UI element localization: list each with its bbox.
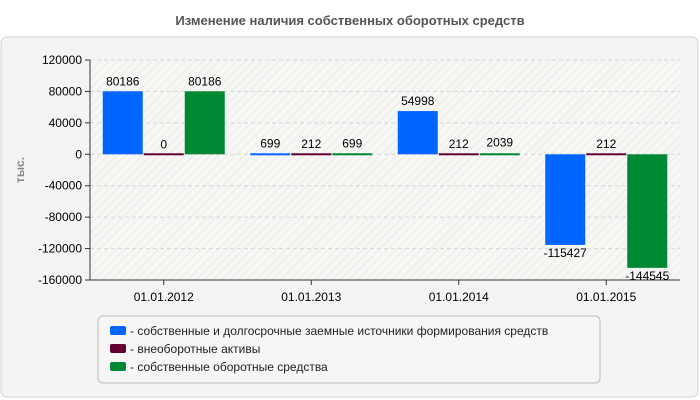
y-tick-label: -160000: [38, 273, 82, 287]
bar: [332, 153, 373, 156]
y-tick-label: -120000: [38, 242, 82, 256]
data-label: -144545: [625, 269, 669, 283]
plot-area: [90, 60, 680, 280]
x-tick-label: 01.01.2015: [576, 290, 636, 304]
data-label: 699: [260, 137, 280, 151]
legend: - собственные и долгосрочные заемные ист…: [97, 315, 601, 384]
y-tick-label: -40000: [45, 179, 83, 193]
x-tick-label: 01.01.2013: [281, 290, 341, 304]
y-tick-label: 40000: [49, 116, 83, 130]
data-label: 80186: [188, 74, 222, 88]
x-tick-label: 01.01.2014: [429, 290, 489, 304]
x-axis-ticks: 01.01.2012 01.01.2013 01.01.2014 01.01.2015: [134, 280, 637, 304]
y-tick-label: 80000: [49, 84, 83, 98]
x-tick-label: 01.01.2012: [134, 290, 194, 304]
bar: [545, 154, 586, 245]
bar: [438, 153, 479, 156]
data-label: 212: [301, 137, 321, 151]
bar: [184, 91, 225, 155]
legend-label: - собственные оборотные средства: [130, 360, 328, 374]
data-label: 0: [160, 137, 167, 151]
legend-label: - собственные и долгосрочные заемные ист…: [130, 324, 548, 338]
bar: [479, 153, 520, 156]
data-label: 212: [596, 137, 616, 151]
data-label: 699: [342, 137, 362, 151]
legend-swatch: [110, 344, 126, 353]
bar: [627, 154, 668, 268]
bar: [102, 91, 143, 155]
data-label: -115427: [544, 246, 587, 260]
chart-title: Изменение наличия собственных оборотных …: [175, 13, 524, 28]
legend-swatch: [110, 326, 126, 335]
y-axis-label: тыс.: [13, 157, 27, 183]
y-tick-label: 120000: [42, 53, 82, 67]
legend-swatch: [110, 362, 126, 371]
bars: 80186 0 80186 699 212 699 54998 212 2039 -115427 2…: [102, 74, 670, 283]
data-label: 2039: [486, 136, 513, 150]
data-label: 54998: [401, 94, 435, 108]
bar: [586, 153, 627, 156]
bar: [397, 111, 438, 155]
y-tick-label: -80000: [45, 210, 83, 224]
legend-label: - внеоборотные активы: [130, 342, 260, 356]
legend-box: [97, 315, 601, 384]
y-tick-label: 0: [75, 147, 82, 161]
y-axis-ticks: 120000 80000 40000 0 -40000 -80000 -120000 -160…: [38, 53, 90, 287]
data-label: 80186: [106, 74, 140, 88]
bar: [250, 153, 291, 156]
data-label: 212: [449, 137, 469, 151]
bar: [291, 153, 332, 156]
bar: [143, 153, 184, 156]
